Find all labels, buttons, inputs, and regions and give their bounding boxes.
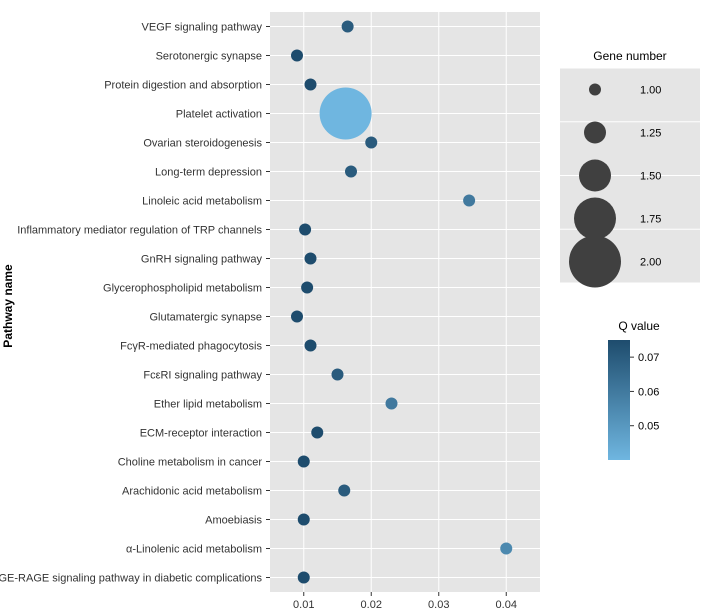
x-tick-label: 0.01 xyxy=(293,599,314,611)
bubble xyxy=(320,88,372,140)
size-legend-label: 1.50 xyxy=(640,171,661,183)
y-tick-label: Platelet activation xyxy=(176,109,262,121)
bubble xyxy=(332,369,344,381)
y-tick-label: Protein digestion and absorption xyxy=(104,80,262,92)
bubble xyxy=(298,572,310,584)
y-tick-label: Arachidonic acid metabolism xyxy=(122,486,262,498)
color-legend-tick-label: 0.05 xyxy=(638,421,659,433)
x-tick-label: 0.02 xyxy=(361,599,382,611)
bubble xyxy=(311,427,323,439)
bubble xyxy=(298,514,310,526)
bubble xyxy=(342,21,354,33)
y-tick-label: Serotonergic synapse xyxy=(156,51,262,63)
bubble xyxy=(500,543,512,555)
bubble xyxy=(463,195,475,207)
bubble xyxy=(301,282,313,294)
plot-background xyxy=(270,12,540,592)
bubble xyxy=(305,79,317,91)
bubble xyxy=(305,253,317,265)
color-legend-title: Q value xyxy=(618,319,660,333)
size-legend-label: 2.00 xyxy=(640,257,661,269)
y-tick-label: VEGF signaling pathway xyxy=(142,22,263,34)
color-legend-bar xyxy=(608,340,630,460)
x-tick-label: 0.03 xyxy=(428,599,449,611)
color-legend-tick-label: 0.06 xyxy=(638,386,659,398)
y-tick-label: ECM-receptor interaction xyxy=(140,428,262,440)
y-tick-label: Choline metabolism in cancer xyxy=(118,457,263,469)
size-legend-circle xyxy=(569,236,621,288)
y-tick-label: Ovarian steroidogenesis xyxy=(143,138,262,150)
bubble xyxy=(338,485,350,497)
y-tick-label: GnRH signaling pathway xyxy=(141,254,263,266)
size-legend-circle xyxy=(579,160,611,192)
y-tick-label: Glutamatergic synapse xyxy=(150,312,263,324)
y-tick-label: Linoleic acid metabolism xyxy=(142,196,262,208)
size-legend-circle xyxy=(589,84,601,96)
bubble xyxy=(345,166,357,178)
bubble xyxy=(365,137,377,149)
y-tick-label: FcεRI signaling pathway xyxy=(143,370,262,382)
bubble xyxy=(305,340,317,352)
size-legend-circle xyxy=(574,198,616,240)
y-tick-label: Amoebiasis xyxy=(205,515,262,527)
y-tick-label: AGE-RAGE signaling pathway in diabetic c… xyxy=(0,573,262,585)
size-legend-label: 1.00 xyxy=(640,85,661,97)
bubble xyxy=(298,456,310,468)
y-tick-label: Ether lipid metabolism xyxy=(154,399,262,411)
bubble xyxy=(299,224,311,236)
size-legend-title: Gene number xyxy=(593,49,666,63)
color-legend-tick-label: 0.07 xyxy=(638,352,659,364)
y-tick-label: Glycerophospholipid metabolism xyxy=(103,283,262,295)
y-tick-label: α-Linolenic acid metabolism xyxy=(126,544,262,556)
size-legend-label: 1.25 xyxy=(640,128,661,140)
y-tick-label: FcγR-mediated phagocytosis xyxy=(120,341,262,353)
size-legend-label: 1.75 xyxy=(640,214,661,226)
bubble xyxy=(386,398,398,410)
x-tick-label: 0.04 xyxy=(496,599,517,611)
y-tick-label: Inflammatory mediator regulation of TRP … xyxy=(17,225,262,237)
enrichment-bubble-chart: VEGF signaling pathway Serotonergic synap… xyxy=(0,0,713,611)
size-legend-circle xyxy=(584,122,606,144)
bubble xyxy=(291,311,303,323)
y-tick-label: Long-term depression xyxy=(155,167,262,179)
y-axis-label: Pathway name xyxy=(1,264,15,347)
bubble xyxy=(291,50,303,62)
